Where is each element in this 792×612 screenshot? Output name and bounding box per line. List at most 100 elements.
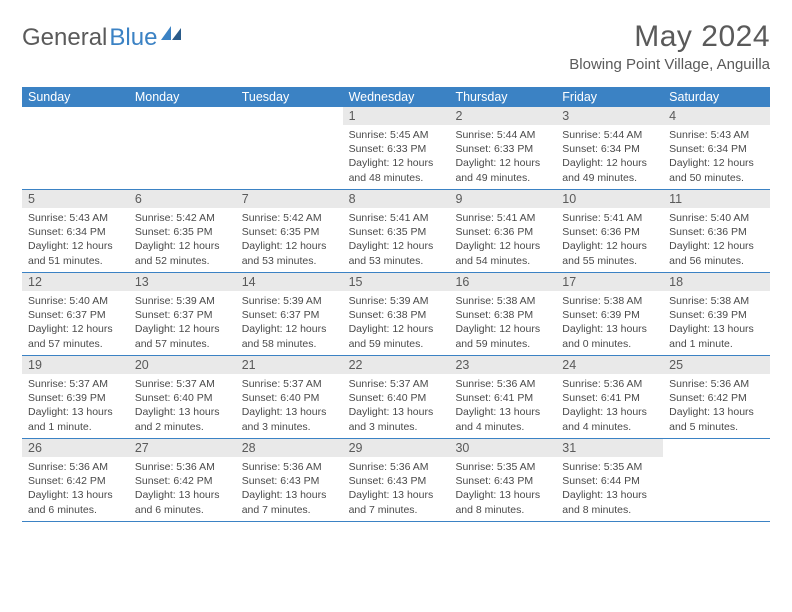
day-number: 27 <box>129 439 236 457</box>
daylight-line: Daylight: 13 hours and 3 minutes. <box>242 405 337 433</box>
logo-icon <box>161 26 183 42</box>
day-number: 25 <box>663 356 770 374</box>
sunset-line: Sunset: 6:38 PM <box>455 308 550 322</box>
day-cell: 27Sunrise: 5:36 AMSunset: 6:42 PMDayligh… <box>129 439 236 521</box>
day-cell: 31Sunrise: 5:35 AMSunset: 6:44 PMDayligh… <box>556 439 663 521</box>
day-cell: 20Sunrise: 5:37 AMSunset: 6:40 PMDayligh… <box>129 356 236 438</box>
sunset-line: Sunset: 6:39 PM <box>669 308 764 322</box>
sunrise-line: Sunrise: 5:45 AM <box>349 128 444 142</box>
daylight-line: Daylight: 12 hours and 55 minutes. <box>562 239 657 267</box>
daylight-line: Daylight: 12 hours and 54 minutes. <box>455 239 550 267</box>
location-label: Blowing Point Village, Anguilla <box>569 56 770 73</box>
daylight-line: Daylight: 13 hours and 6 minutes. <box>135 488 230 516</box>
day-number: 8 <box>343 190 450 208</box>
sunrise-line: Sunrise: 5:36 AM <box>28 460 123 474</box>
sunrise-line: Sunrise: 5:38 AM <box>455 294 550 308</box>
sunset-line: Sunset: 6:34 PM <box>28 225 123 239</box>
day-cell: 12Sunrise: 5:40 AMSunset: 6:37 PMDayligh… <box>22 273 129 355</box>
calendar-week-row: 12Sunrise: 5:40 AMSunset: 6:37 PMDayligh… <box>22 273 770 356</box>
daylight-line: Daylight: 13 hours and 0 minutes. <box>562 322 657 350</box>
day-details: Sunrise: 5:41 AMSunset: 6:36 PMDaylight:… <box>449 208 556 272</box>
weekday-header: Sunday <box>22 87 129 107</box>
day-number: 1 <box>343 107 450 125</box>
day-number <box>129 107 236 125</box>
day-cell: 14Sunrise: 5:39 AMSunset: 6:37 PMDayligh… <box>236 273 343 355</box>
daylight-line: Daylight: 12 hours and 53 minutes. <box>349 239 444 267</box>
sunrise-line: Sunrise: 5:36 AM <box>349 460 444 474</box>
day-number <box>22 107 129 125</box>
day-number <box>663 439 770 457</box>
day-cell: 15Sunrise: 5:39 AMSunset: 6:38 PMDayligh… <box>343 273 450 355</box>
sunset-line: Sunset: 6:43 PM <box>242 474 337 488</box>
day-cell <box>129 107 236 189</box>
day-number: 20 <box>129 356 236 374</box>
day-number: 2 <box>449 107 556 125</box>
sunrise-line: Sunrise: 5:41 AM <box>349 211 444 225</box>
day-cell: 26Sunrise: 5:36 AMSunset: 6:42 PMDayligh… <box>22 439 129 521</box>
day-details: Sunrise: 5:41 AMSunset: 6:36 PMDaylight:… <box>556 208 663 272</box>
sunset-line: Sunset: 6:42 PM <box>669 391 764 405</box>
day-details: Sunrise: 5:45 AMSunset: 6:33 PMDaylight:… <box>343 125 450 189</box>
day-details: Sunrise: 5:38 AMSunset: 6:38 PMDaylight:… <box>449 291 556 355</box>
daylight-line: Daylight: 13 hours and 8 minutes. <box>455 488 550 516</box>
daylight-line: Daylight: 12 hours and 58 minutes. <box>242 322 337 350</box>
daylight-line: Daylight: 13 hours and 5 minutes. <box>669 405 764 433</box>
day-cell: 30Sunrise: 5:35 AMSunset: 6:43 PMDayligh… <box>449 439 556 521</box>
logo: GeneralBlue <box>22 24 183 52</box>
daylight-line: Daylight: 13 hours and 1 minute. <box>28 405 123 433</box>
sunrise-line: Sunrise: 5:35 AM <box>562 460 657 474</box>
weekday-header: Tuesday <box>236 87 343 107</box>
day-cell: 5Sunrise: 5:43 AMSunset: 6:34 PMDaylight… <box>22 190 129 272</box>
day-cell: 9Sunrise: 5:41 AMSunset: 6:36 PMDaylight… <box>449 190 556 272</box>
day-details: Sunrise: 5:37 AMSunset: 6:40 PMDaylight:… <box>129 374 236 438</box>
daylight-line: Daylight: 12 hours and 49 minutes. <box>455 156 550 184</box>
day-details: Sunrise: 5:44 AMSunset: 6:33 PMDaylight:… <box>449 125 556 189</box>
sunset-line: Sunset: 6:40 PM <box>135 391 230 405</box>
day-details: Sunrise: 5:37 AMSunset: 6:39 PMDaylight:… <box>22 374 129 438</box>
day-number: 28 <box>236 439 343 457</box>
sunrise-line: Sunrise: 5:38 AM <box>562 294 657 308</box>
sunrise-line: Sunrise: 5:36 AM <box>455 377 550 391</box>
weekday-header-row: SundayMondayTuesdayWednesdayThursdayFrid… <box>22 87 770 107</box>
sunrise-line: Sunrise: 5:41 AM <box>455 211 550 225</box>
sunset-line: Sunset: 6:39 PM <box>562 308 657 322</box>
day-cell: 24Sunrise: 5:36 AMSunset: 6:41 PMDayligh… <box>556 356 663 438</box>
day-details: Sunrise: 5:37 AMSunset: 6:40 PMDaylight:… <box>343 374 450 438</box>
day-number: 17 <box>556 273 663 291</box>
day-number: 9 <box>449 190 556 208</box>
day-details: Sunrise: 5:41 AMSunset: 6:35 PMDaylight:… <box>343 208 450 272</box>
day-cell: 7Sunrise: 5:42 AMSunset: 6:35 PMDaylight… <box>236 190 343 272</box>
sunrise-line: Sunrise: 5:40 AM <box>28 294 123 308</box>
daylight-line: Daylight: 13 hours and 4 minutes. <box>562 405 657 433</box>
sunset-line: Sunset: 6:40 PM <box>349 391 444 405</box>
weekday-header: Thursday <box>449 87 556 107</box>
day-details: Sunrise: 5:35 AMSunset: 6:44 PMDaylight:… <box>556 457 663 521</box>
day-cell: 25 Sunrise: 5:36 AMSunset: 6:42 PMDayligh… <box>663 356 770 438</box>
sunrise-line: Sunrise: 5:38 AM <box>669 294 764 308</box>
sunrise-line: Sunrise: 5:41 AM <box>562 211 657 225</box>
day-details: Sunrise: 5:40 AMSunset: 6:36 PMDaylight:… <box>663 208 770 272</box>
day-cell: 2Sunrise: 5:44 AMSunset: 6:33 PMDaylight… <box>449 107 556 189</box>
day-number: 24 <box>556 356 663 374</box>
day-number: 5 <box>22 190 129 208</box>
day-number: 19 <box>22 356 129 374</box>
header: GeneralBlue May 2024 Blowing Point Villa… <box>22 20 770 73</box>
sunset-line: Sunset: 6:34 PM <box>562 142 657 156</box>
day-cell: 23Sunrise: 5:36 AMSunset: 6:41 PMDayligh… <box>449 356 556 438</box>
calendar-week-row: 19Sunrise: 5:37 AMSunset: 6:39 PMDayligh… <box>22 356 770 439</box>
daylight-line: Daylight: 13 hours and 6 minutes. <box>28 488 123 516</box>
sunrise-line: Sunrise: 5:39 AM <box>349 294 444 308</box>
sunset-line: Sunset: 6:36 PM <box>562 225 657 239</box>
calendar-grid: SundayMondayTuesdayWednesdayThursdayFrid… <box>22 87 770 522</box>
sunset-line: Sunset: 6:37 PM <box>28 308 123 322</box>
sunrise-line: Sunrise: 5:35 AM <box>455 460 550 474</box>
daylight-line: Daylight: 12 hours and 59 minutes. <box>455 322 550 350</box>
day-cell <box>236 107 343 189</box>
sunset-line: Sunset: 6:35 PM <box>242 225 337 239</box>
day-cell: 29Sunrise: 5:36 AMSunset: 6:43 PMDayligh… <box>343 439 450 521</box>
sunrise-line: Sunrise: 5:36 AM <box>669 377 764 391</box>
day-number: 29 <box>343 439 450 457</box>
day-number: 23 <box>449 356 556 374</box>
daylight-line: Daylight: 13 hours and 3 minutes. <box>349 405 444 433</box>
day-cell: 3Sunrise: 5:44 AMSunset: 6:34 PMDaylight… <box>556 107 663 189</box>
